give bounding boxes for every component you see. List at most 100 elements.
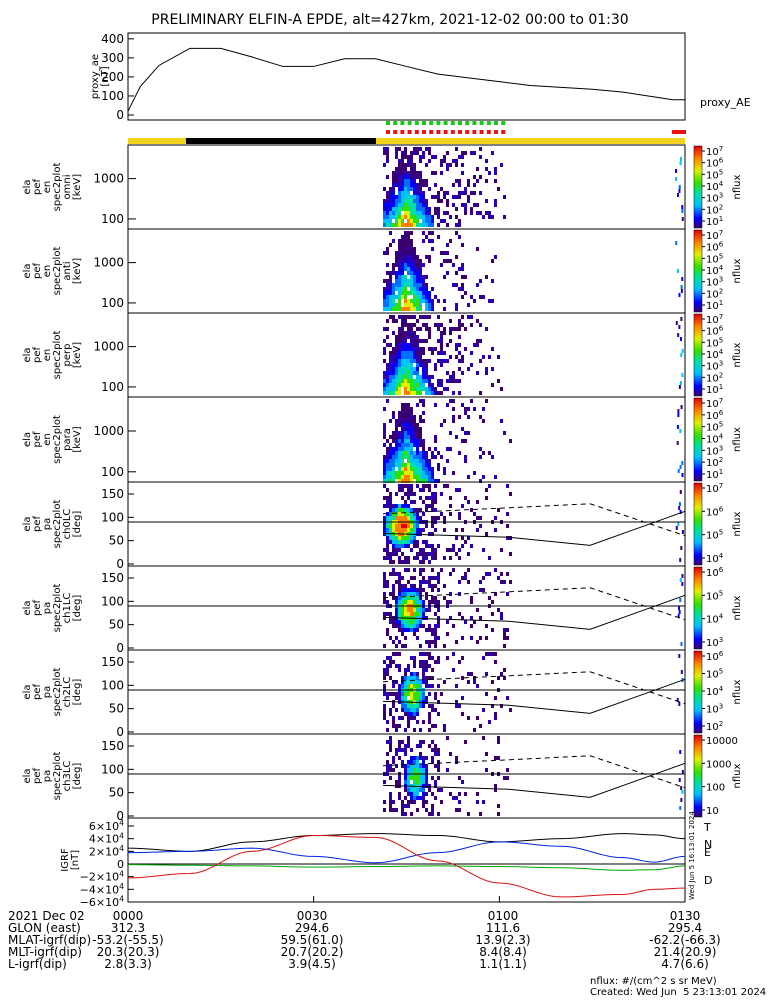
spectrogram-cell [398, 592, 401, 596]
spectrogram-cell [395, 516, 398, 520]
spectrogram-cell [398, 596, 401, 600]
spectrogram-cell [425, 451, 428, 455]
spectrogram-cell [407, 544, 410, 548]
red-flag-mark [450, 130, 455, 134]
spectrogram-cell [395, 151, 398, 155]
spectrogram-cell [476, 343, 479, 347]
spectrogram-cell [407, 223, 410, 227]
spectrogram-cell [458, 792, 461, 796]
spectrogram-cell [422, 704, 425, 708]
spectrogram-cell [395, 608, 398, 612]
spectrogram-cell [410, 419, 413, 423]
spectrogram-cell [398, 339, 401, 343]
spectrogram-cell [398, 684, 401, 688]
spectrogram-cell [431, 544, 434, 548]
spectrogram-cell [410, 608, 413, 612]
spectrogram-cell [401, 443, 404, 447]
spectrogram-cell [488, 572, 491, 576]
spectrogram-cell [428, 812, 431, 816]
spectrogram-cell [404, 171, 407, 175]
spectrogram-cell [416, 431, 419, 435]
spectrogram-cell [395, 211, 398, 215]
spectrogram-cell [398, 259, 401, 263]
spectrogram-cell [383, 496, 386, 500]
spectrogram-cell [679, 337, 682, 341]
spectrogram-cell [386, 283, 389, 287]
spectrogram-cell [431, 676, 434, 680]
spectrogram-cell [395, 580, 398, 584]
spectrogram-cell [398, 612, 401, 616]
spectrogram-cell [437, 195, 440, 199]
spectrogram-cell [395, 524, 398, 528]
spectrogram-cell [401, 528, 404, 532]
spectrogram-cell [422, 560, 425, 564]
spectrogram-cell [395, 335, 398, 339]
spectrogram-cell [428, 391, 431, 395]
spectrogram-cell [425, 291, 428, 295]
spectrogram-cell [386, 215, 389, 219]
spectrogram-cell [479, 812, 482, 816]
spectrogram-cell [416, 612, 419, 616]
spectrogram-cell [404, 764, 407, 768]
spectrogram-cell [458, 556, 461, 560]
spectrogram-cell [443, 299, 446, 303]
spectrogram-cell [398, 668, 401, 672]
spectrogram-cell [392, 207, 395, 211]
spectrogram-tick-label: 100 [101, 594, 124, 608]
spectrogram-cell [503, 776, 506, 780]
spectrogram-cell [485, 636, 488, 640]
red-flag-mark [414, 130, 419, 134]
spectrogram-cell [428, 552, 431, 556]
spectrogram-cell [422, 223, 425, 227]
spectrogram-cell [455, 147, 458, 151]
spectrogram-cell [434, 492, 437, 496]
spectrogram-cell [401, 383, 404, 387]
spectrogram-cell [440, 359, 443, 363]
spectrogram-cell [413, 303, 416, 307]
spectrogram-cell [413, 708, 416, 712]
spectrogram-cell [455, 684, 458, 688]
spectrogram-cell [416, 792, 419, 796]
spectrogram-cell [425, 459, 428, 463]
spectrogram-cell [464, 431, 467, 435]
spectrogram-cell [413, 247, 416, 251]
spectrogram-cell [383, 479, 386, 483]
ephemeris-value: -62.2(-66.3) [649, 933, 720, 947]
spectrogram-cell [416, 207, 419, 211]
spectrogram-cell [422, 419, 425, 423]
spectrogram-cell [464, 191, 467, 195]
red-flag-mark [465, 130, 470, 134]
spectrogram-cell [476, 203, 479, 207]
spectrogram-cell [392, 584, 395, 588]
spectrogram-cell [413, 187, 416, 191]
spectrogram-cell [383, 780, 386, 784]
spectrogram-cell [425, 640, 428, 644]
spectrogram-cell [404, 463, 407, 467]
spectrogram-cell [389, 676, 392, 680]
spectrogram-cell [509, 536, 512, 540]
spectrogram-cell [389, 496, 392, 500]
spectrogram-cell [425, 287, 428, 291]
spectrogram-cell [413, 576, 416, 580]
spectrogram-cell [482, 295, 485, 299]
spectrogram-cell [425, 307, 428, 311]
spectrogram-cell [410, 355, 413, 359]
spectrogram-cell [473, 343, 476, 347]
spectrogram-cell [398, 455, 401, 459]
spectrogram-cell [434, 391, 437, 395]
spectrogram-cell [392, 359, 395, 363]
spectrogram-cell [398, 187, 401, 191]
spectrogram-tick-label: 0 [116, 557, 124, 571]
spectrogram-cell [446, 379, 449, 383]
spectrogram-cell [392, 724, 395, 728]
spectrogram-cell [392, 800, 395, 804]
spectrogram-cell [407, 580, 410, 584]
spectrogram-cell [407, 403, 410, 407]
spectrogram-cell [413, 676, 416, 680]
spectrogram-cell [404, 259, 407, 263]
spectrogram-cell [431, 223, 434, 227]
spectrogram-cell [419, 588, 422, 592]
colorbar-tick-label: 101 [706, 215, 723, 228]
spectrogram-cell [437, 467, 440, 471]
red-flag-mark [479, 130, 484, 134]
